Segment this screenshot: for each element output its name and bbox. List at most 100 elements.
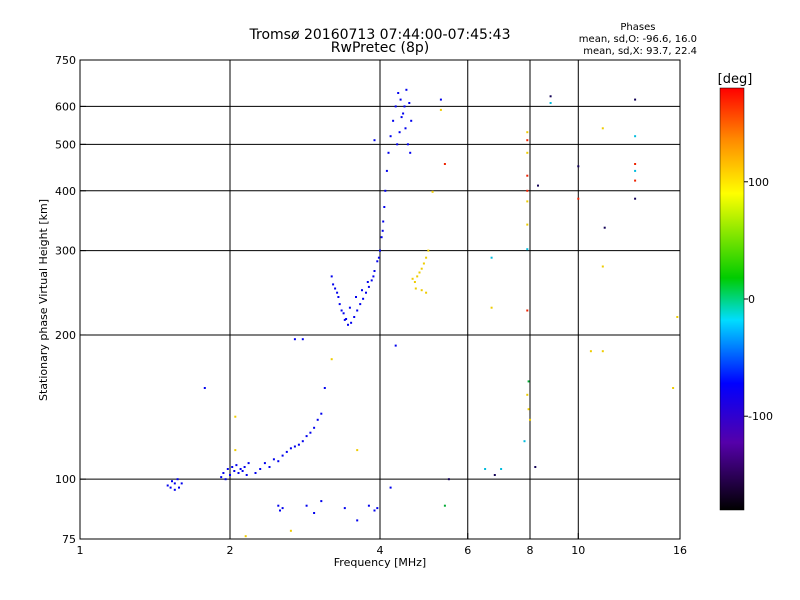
data-point (259, 468, 262, 470)
colorbar-tick-label: 0 (748, 293, 755, 306)
data-point (237, 472, 240, 474)
data-point (222, 472, 225, 474)
data-point (277, 460, 280, 463)
data-point (361, 289, 363, 292)
data-point (244, 535, 247, 538)
data-point (439, 98, 442, 101)
x-tick-label: 1 (77, 544, 84, 557)
data-point (493, 474, 496, 476)
y-tick-label: 600 (55, 100, 76, 113)
data-point (399, 98, 402, 101)
x-tick-label: 8 (527, 544, 534, 557)
data-point (169, 486, 172, 489)
data-point (634, 197, 637, 200)
data-point (245, 474, 248, 476)
data-point (340, 309, 343, 312)
data-point (526, 131, 529, 134)
data-point (297, 443, 300, 446)
data-point (418, 271, 421, 274)
data-point (279, 509, 281, 512)
data-point (176, 478, 179, 481)
data-point (404, 127, 407, 130)
data-point (350, 321, 353, 324)
data-point (301, 338, 304, 341)
data-point (342, 312, 345, 315)
data-point (526, 223, 529, 226)
data-point (376, 507, 379, 510)
data-point (330, 275, 333, 278)
data-point (316, 418, 319, 421)
y-axis-ticks: 75 100 200 300 400 500 600 750 (55, 54, 86, 546)
x-tick-label: 6 (464, 544, 471, 557)
data-point (362, 297, 365, 300)
data-point (247, 462, 250, 465)
data-point (408, 102, 411, 104)
data-point (355, 296, 357, 298)
data-point (353, 316, 356, 318)
data-point (405, 88, 408, 91)
chart-title-line1: Tromsø 20160713 07:44:00-07:45:43 (249, 27, 511, 43)
data-point (226, 468, 229, 470)
data-point (549, 102, 552, 104)
data-point (402, 112, 405, 115)
data-point (334, 287, 337, 290)
data-point (500, 468, 503, 470)
data-point (272, 458, 275, 461)
data-point (425, 291, 428, 294)
data-point (241, 470, 244, 472)
data-point (377, 256, 380, 259)
data-point (323, 387, 326, 389)
y-axis-label: Stationary phase Virtual Height [km] (37, 199, 50, 401)
data-point (373, 139, 376, 142)
data-point (549, 95, 552, 98)
y-tick-label: 300 (55, 245, 76, 258)
data-point (356, 449, 359, 452)
data-point (411, 277, 414, 280)
data-point (382, 220, 385, 223)
data-point (526, 189, 529, 192)
data-point (343, 507, 346, 510)
data-point (447, 478, 450, 481)
phase-stats: Phases mean, sd,O: -96.6, 16.0 mean, sd,… (579, 22, 697, 58)
data-point (526, 393, 529, 396)
data-point (366, 281, 369, 283)
data-point (372, 275, 375, 278)
data-point (537, 184, 539, 187)
data-point (403, 105, 406, 108)
data-point (385, 169, 388, 172)
data-point (336, 291, 339, 294)
data-point (534, 466, 537, 468)
data-point (383, 206, 386, 208)
data-point (313, 426, 316, 429)
data-point (634, 169, 637, 172)
data-point (345, 318, 348, 320)
colorbar-tick-label: 100 (748, 176, 769, 189)
colorbar-tick-label: -100 (748, 410, 773, 423)
data-point (398, 131, 401, 134)
data-point (373, 509, 376, 512)
data-point (367, 285, 370, 288)
data-point (523, 440, 526, 443)
data-point (672, 387, 675, 389)
data-point (313, 512, 316, 514)
y-tick-label: 200 (55, 329, 76, 342)
y-tick-label: 500 (55, 138, 76, 151)
data-point (367, 504, 370, 507)
data-point (180, 482, 183, 485)
data-point (320, 412, 323, 415)
data-point (527, 408, 530, 411)
data-point (365, 291, 367, 294)
data-point (526, 151, 529, 154)
data-point (400, 116, 403, 119)
data-point (281, 454, 284, 457)
data-point (203, 387, 206, 389)
data-point (577, 197, 580, 200)
data-point (589, 350, 592, 353)
data-point (526, 174, 529, 177)
data-point (634, 179, 637, 182)
phase-stats-title: Phases (620, 22, 656, 33)
data-point (173, 488, 176, 491)
data-point (634, 163, 637, 165)
data-point (394, 344, 397, 347)
data-point (527, 380, 530, 383)
